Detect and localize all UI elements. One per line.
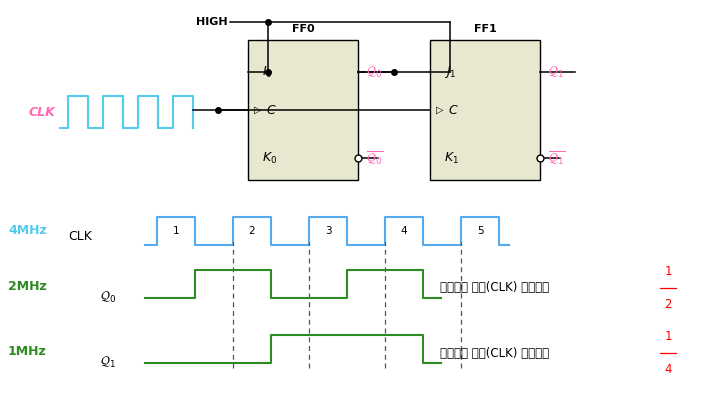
Bar <box>430 40 540 180</box>
Text: $\overline{\mathcal{Q}_0}$: $\overline{\mathcal{Q}_0}$ <box>366 149 383 167</box>
Text: $J_1$: $J_1$ <box>444 64 456 80</box>
Bar <box>248 40 358 180</box>
Text: $\mathcal{Q}_1$: $\mathcal{Q}_1$ <box>548 64 564 80</box>
Text: $\overline{\mathcal{Q}_1}$: $\overline{\mathcal{Q}_1}$ <box>548 149 566 167</box>
Text: 1MHz: 1MHz <box>8 345 46 358</box>
Text: 4: 4 <box>400 226 408 235</box>
Text: 2: 2 <box>664 298 672 311</box>
Text: 입력되는 클럭(CLK) 주파수의: 입력되는 클럭(CLK) 주파수의 <box>440 347 553 360</box>
Text: 입력되는 클럭(CLK) 주파수의: 입력되는 클럭(CLK) 주파수의 <box>440 281 553 294</box>
Text: 3: 3 <box>325 226 331 235</box>
Text: FF1: FF1 <box>473 24 496 34</box>
Text: 2: 2 <box>249 226 255 235</box>
Text: $\mathcal{Q}_1$: $\mathcal{Q}_1$ <box>100 355 116 371</box>
Text: $\mathcal{Q}_0$: $\mathcal{Q}_0$ <box>100 290 117 305</box>
Text: CLK: CLK <box>29 106 55 119</box>
Text: 1: 1 <box>664 330 672 343</box>
Text: $C$: $C$ <box>266 104 277 117</box>
Text: 4: 4 <box>664 363 672 376</box>
Text: 1: 1 <box>664 264 672 277</box>
Text: $C$: $C$ <box>448 104 459 117</box>
Text: $\triangleright$: $\triangleright$ <box>435 105 445 116</box>
Text: CLK: CLK <box>68 230 92 243</box>
Text: $\triangleright$: $\triangleright$ <box>253 105 262 116</box>
Text: 5: 5 <box>477 226 483 235</box>
Text: 1: 1 <box>173 226 179 235</box>
Text: FF0: FF0 <box>292 24 315 34</box>
Text: HIGH: HIGH <box>197 17 228 27</box>
Text: $K_0$: $K_0$ <box>262 151 277 166</box>
Text: $\mathcal{Q}_0$: $\mathcal{Q}_0$ <box>366 64 383 80</box>
Text: $K_1$: $K_1$ <box>444 151 459 166</box>
Text: $I_0$: $I_0$ <box>262 64 272 80</box>
Text: 2MHz: 2MHz <box>8 280 46 293</box>
Text: 4MHz: 4MHz <box>8 224 46 237</box>
